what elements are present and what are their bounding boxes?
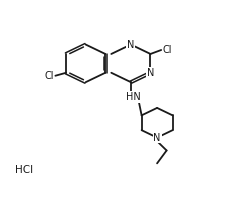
Text: N: N (127, 40, 134, 50)
Text: N: N (154, 133, 161, 143)
Text: HN: HN (126, 92, 141, 102)
Text: Cl: Cl (45, 71, 54, 81)
Text: N: N (147, 68, 154, 78)
Text: HCl: HCl (15, 165, 33, 175)
Text: Cl: Cl (162, 45, 172, 55)
